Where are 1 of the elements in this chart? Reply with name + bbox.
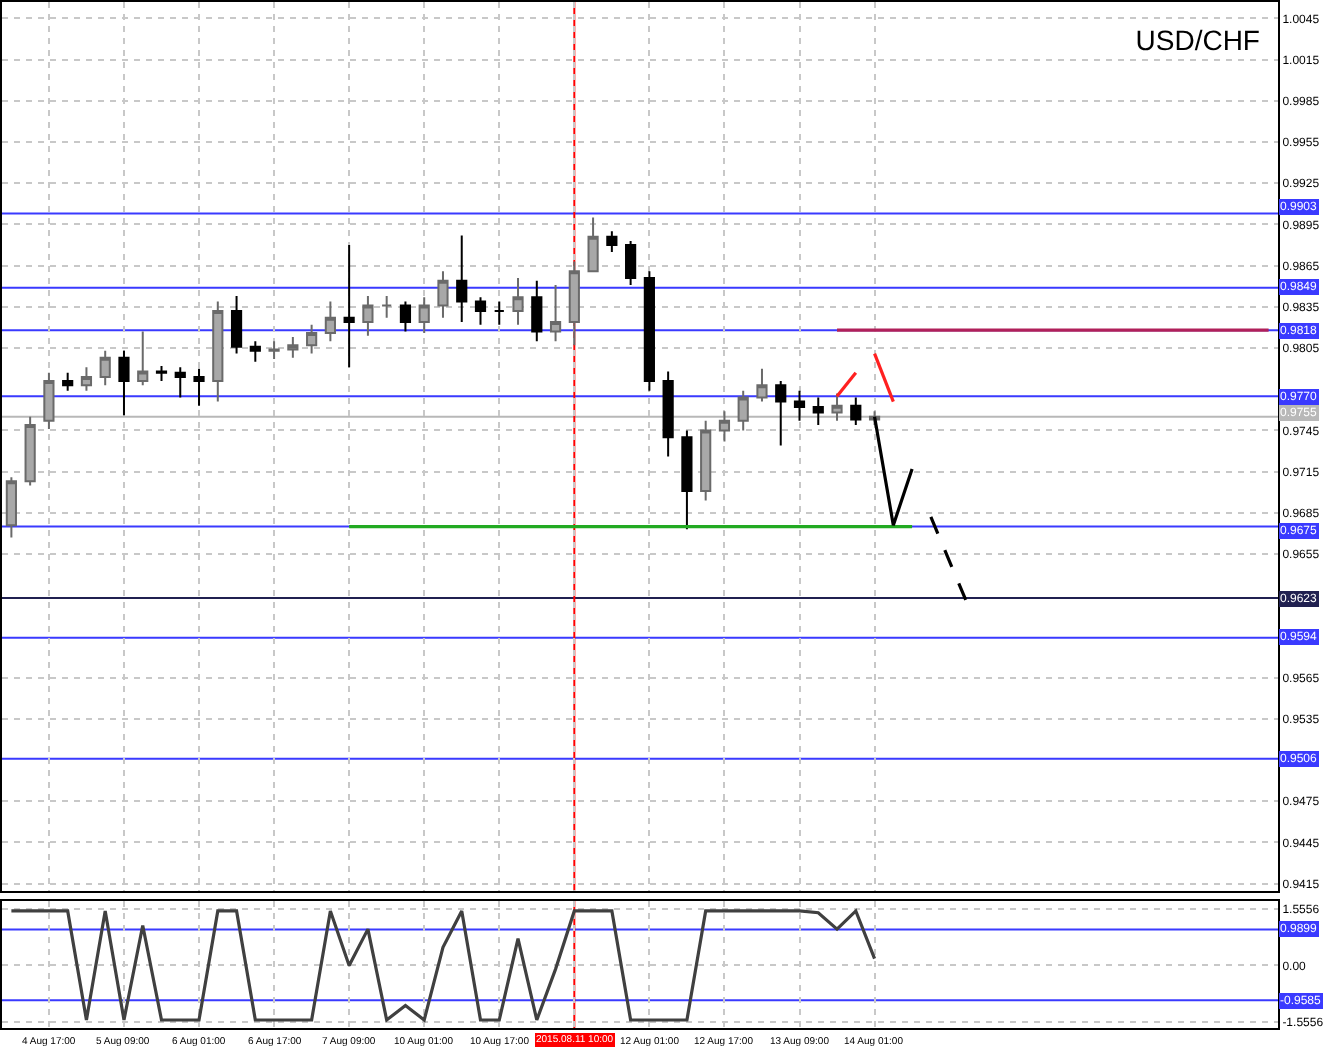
text: USD/CHF — [1135, 23, 1260, 56]
